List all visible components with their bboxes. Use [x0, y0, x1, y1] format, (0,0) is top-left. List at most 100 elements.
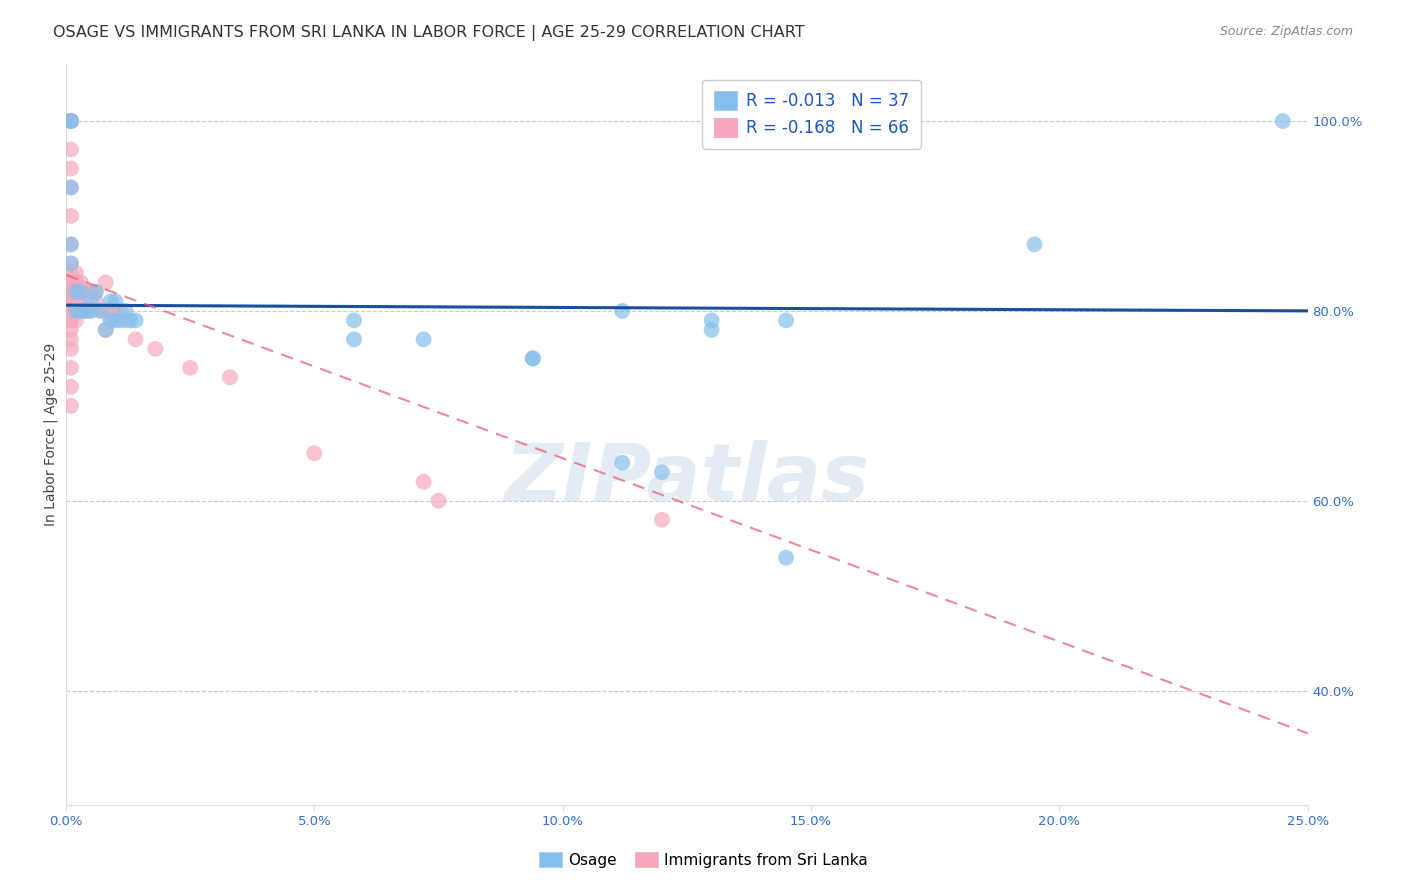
Point	[65, 285, 87, 299]
Point	[120, 313, 142, 327]
Point	[59, 313, 82, 327]
Point	[218, 370, 240, 384]
Point	[522, 351, 544, 366]
Point	[100, 304, 122, 318]
Point	[114, 304, 136, 318]
Point	[84, 285, 107, 299]
Point	[59, 276, 82, 290]
Point	[70, 304, 93, 318]
Point	[110, 313, 132, 327]
Point	[59, 237, 82, 252]
Point	[1271, 114, 1294, 128]
Point	[80, 304, 103, 318]
Point	[84, 294, 107, 309]
Point	[59, 209, 82, 223]
Point	[90, 304, 112, 318]
Point	[70, 276, 93, 290]
Point	[75, 285, 97, 299]
Point	[59, 332, 82, 346]
Point	[70, 294, 93, 309]
Point	[65, 313, 87, 327]
Point	[427, 493, 450, 508]
Point	[59, 161, 82, 176]
Point	[59, 294, 82, 309]
Legend: Osage, Immigrants from Sri Lanka: Osage, Immigrants from Sri Lanka	[533, 846, 873, 873]
Point	[59, 399, 82, 413]
Point	[75, 294, 97, 309]
Point	[59, 313, 82, 327]
Point	[59, 285, 82, 299]
Point	[412, 475, 434, 489]
Y-axis label: In Labor Force | Age 25-29: In Labor Force | Age 25-29	[44, 343, 58, 526]
Point	[110, 304, 132, 318]
Point	[59, 276, 82, 290]
Point	[651, 465, 673, 479]
Point	[612, 456, 634, 470]
Point	[59, 266, 82, 280]
Point	[700, 323, 723, 337]
Point	[84, 285, 107, 299]
Point	[612, 304, 634, 318]
Point	[59, 180, 82, 194]
Point	[90, 304, 112, 318]
Point	[80, 294, 103, 309]
Point	[65, 266, 87, 280]
Legend: R = -0.013   N = 37, R = -0.168   N = 66: R = -0.013 N = 37, R = -0.168 N = 66	[703, 79, 921, 149]
Point	[59, 304, 82, 318]
Point	[651, 513, 673, 527]
Text: Source: ZipAtlas.com: Source: ZipAtlas.com	[1219, 25, 1353, 38]
Point	[70, 285, 93, 299]
Point	[59, 304, 82, 318]
Point	[104, 304, 127, 318]
Point	[124, 332, 146, 346]
Point	[114, 313, 136, 327]
Point	[59, 237, 82, 252]
Point	[104, 313, 127, 327]
Point	[59, 114, 82, 128]
Point	[412, 332, 434, 346]
Point	[75, 304, 97, 318]
Text: ZIPatlas: ZIPatlas	[505, 440, 869, 517]
Point	[59, 304, 82, 318]
Point	[1024, 237, 1046, 252]
Point	[343, 332, 366, 346]
Point	[179, 360, 201, 375]
Point	[59, 114, 82, 128]
Point	[59, 114, 82, 128]
Point	[65, 304, 87, 318]
Point	[100, 294, 122, 309]
Point	[94, 276, 117, 290]
Point	[94, 323, 117, 337]
Text: OSAGE VS IMMIGRANTS FROM SRI LANKA IN LABOR FORCE | AGE 25-29 CORRELATION CHART: OSAGE VS IMMIGRANTS FROM SRI LANKA IN LA…	[53, 25, 806, 41]
Point	[59, 114, 82, 128]
Point	[775, 313, 797, 327]
Point	[65, 294, 87, 309]
Point	[100, 313, 122, 327]
Point	[59, 143, 82, 157]
Point	[59, 323, 82, 337]
Point	[59, 285, 82, 299]
Point	[59, 380, 82, 394]
Point	[100, 313, 122, 327]
Point	[65, 294, 87, 309]
Point	[94, 304, 117, 318]
Point	[775, 550, 797, 565]
Point	[59, 114, 82, 128]
Point	[70, 285, 93, 299]
Point	[59, 114, 82, 128]
Point	[65, 276, 87, 290]
Point	[343, 313, 366, 327]
Point	[75, 304, 97, 318]
Point	[59, 256, 82, 270]
Point	[65, 276, 87, 290]
Point	[59, 285, 82, 299]
Point	[700, 313, 723, 327]
Point	[143, 342, 166, 356]
Point	[59, 256, 82, 270]
Point	[59, 294, 82, 309]
Point	[59, 285, 82, 299]
Point	[65, 285, 87, 299]
Point	[80, 304, 103, 318]
Point	[80, 285, 103, 299]
Point	[65, 304, 87, 318]
